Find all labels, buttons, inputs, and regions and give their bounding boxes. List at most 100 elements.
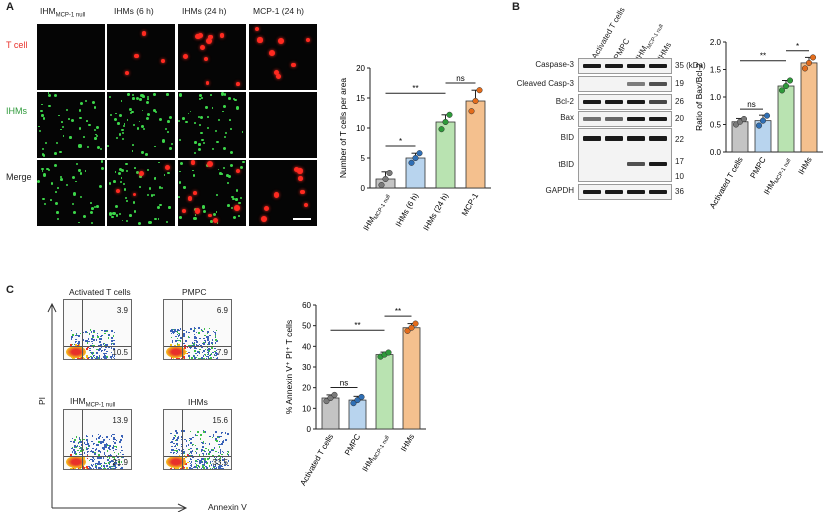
data-point-4-3 — [412, 320, 419, 327]
data-point-4-2 — [805, 59, 813, 66]
significance-label-2: ** — [412, 84, 418, 93]
y-tick-label: 0.0 — [710, 148, 722, 157]
significance-label-2: ** — [760, 52, 766, 61]
x-tick-label-2: PMPC — [748, 155, 767, 180]
micrograph-r2-c4 — [249, 92, 317, 158]
data-point-2-2 — [412, 154, 419, 162]
y-tick-label: 40 — [302, 342, 311, 351]
data-point-3-1 — [438, 126, 445, 133]
y-tick-label: 10 — [356, 124, 365, 133]
blot-gapdh — [578, 184, 672, 200]
bar-4 — [800, 62, 818, 153]
flow-plot-2: 6.9 7.9 — [163, 299, 232, 360]
y-tick-label: 0 — [361, 184, 366, 193]
data-point-3-3 — [446, 111, 453, 118]
data-point-3-2 — [782, 82, 790, 90]
flow-title-pmpc: PMPC — [182, 287, 207, 297]
column-header-ihm-null: IHMMCP-1 null — [40, 6, 86, 19]
micrograph-r1-c2 — [107, 24, 175, 90]
protein-label-bcl2: Bcl-2 — [555, 97, 574, 106]
flow-y-axis-label: PI — [37, 396, 48, 406]
data-point-4-3 — [809, 54, 817, 61]
kda-36: 36 — [675, 187, 684, 196]
x-tick-label-1: Activated T cells — [298, 433, 335, 488]
bar-3 — [777, 85, 795, 153]
kda-22: 22 — [675, 135, 684, 144]
significance-label-1: ns — [340, 378, 348, 387]
data-point-3-3 — [385, 349, 392, 356]
significance-label-1: ns — [747, 100, 755, 109]
panel-letter-b: B — [512, 1, 520, 13]
protein-label-cleaved-casp3: Cleaved Casp-3 — [516, 79, 574, 88]
y-tick-label: 5 — [361, 154, 366, 163]
bar-4 — [402, 327, 421, 430]
x-tick-label-3: IHMs (24 h) — [422, 191, 451, 232]
micrograph-r1-c1 — [37, 24, 105, 90]
significance-label-3: * — [796, 42, 799, 51]
flow-ur-value-2: 6.9 — [216, 306, 228, 315]
data-point-2-2 — [354, 397, 361, 404]
flow-plot-1: 3.9 10.5 — [63, 299, 132, 360]
data-point-1-3 — [331, 391, 338, 398]
flow-ur-value-3: 13.9 — [112, 416, 128, 425]
y-tick-label: 60 — [302, 301, 311, 310]
protein-label-tbid: tBID — [558, 160, 574, 169]
x-tick-label-1: IHMMCP-1 null — [362, 192, 392, 234]
kda-19: 19 — [675, 79, 684, 88]
flow-title-ihm-null: IHMMCP-1 null — [70, 396, 116, 409]
kda-10: 10 — [675, 172, 684, 181]
protein-label-caspase3: Caspase-3 — [535, 60, 574, 69]
significance-label-3: ns — [456, 74, 464, 83]
flow-plot-3: 13.9 21.9 — [63, 409, 132, 470]
kda-17: 17 — [675, 157, 684, 166]
flow-lr-value-4: 33.5 — [212, 458, 228, 467]
blot-bax — [578, 111, 672, 127]
flow-ur-value-1: 3.9 — [116, 306, 128, 315]
protein-label-bax: Bax — [560, 113, 574, 122]
y-tick-label: 50 — [302, 322, 311, 331]
chart-a-tcells-per-area: 0 5 10 15 20 Number of T cells per area IHMMCP… — [338, 64, 491, 234]
row-label-ihms: IHMs — [6, 106, 27, 116]
data-point-4-1 — [801, 65, 809, 72]
flow-ur-value-4: 15.6 — [212, 416, 228, 425]
y-tick-label: 2.0 — [710, 38, 722, 47]
y-tick-label: 15 — [356, 94, 365, 103]
chart-b-bax-bcl2-ratio: 0.0 0.5 1.0 1.5 2.0 Ratio of Bax/Bcl-2 Activat… — [694, 38, 823, 211]
y-tick-label: 1.5 — [710, 66, 722, 75]
significance-label-3: ** — [395, 307, 401, 316]
flow-axes — [47, 302, 188, 512]
data-point-2-3 — [763, 112, 771, 119]
bar-3 — [375, 354, 394, 430]
column-header-ihms-24h: IHMs (24 h) — [182, 6, 227, 16]
significance-label-2: ** — [354, 321, 360, 330]
x-tick-label-3: IHMMCP-1 null — [361, 433, 391, 475]
x-tick-label-4: IHMs — [797, 156, 814, 177]
blot-bcl2 — [578, 94, 672, 110]
micrograph-r1-c4 — [249, 24, 317, 90]
data-point-4-2 — [408, 324, 415, 331]
row-label-t-cell: T cell — [6, 40, 28, 50]
micrograph-r3-c4 — [249, 160, 317, 226]
flow-x-axis-label: Annexin V — [208, 502, 247, 512]
y-tick-label: 10 — [302, 404, 311, 413]
y-tick-label: 0.5 — [710, 121, 722, 130]
kda-26: 26 — [675, 97, 684, 106]
panel-letter-c: C — [6, 284, 14, 296]
kda-35: 35 (kDa) — [675, 61, 706, 70]
data-point-4-3 — [476, 87, 483, 94]
x-tick-label-1: Activated T cells — [708, 156, 745, 211]
data-point-1-1 — [323, 398, 330, 405]
y-tick-label: 0 — [307, 425, 312, 434]
flow-title-ihms: IHMs — [188, 397, 208, 407]
data-point-4-1 — [468, 108, 475, 115]
data-point-3-2 — [442, 118, 449, 126]
blot-bid-tbid — [578, 128, 672, 182]
y-axis-label: % Annexin V⁺ PI⁺ T cells — [284, 320, 294, 414]
data-point-4-2 — [472, 97, 479, 105]
flow-title-activated: Activated T cells — [69, 287, 131, 297]
x-tick-label-4: MCP-1 — [460, 191, 481, 218]
flow-lr-value-2: 7.9 — [216, 348, 228, 357]
micrograph-r3-c3 — [178, 160, 246, 226]
blot-caspase3 — [578, 58, 672, 74]
data-point-2-2 — [759, 117, 767, 124]
